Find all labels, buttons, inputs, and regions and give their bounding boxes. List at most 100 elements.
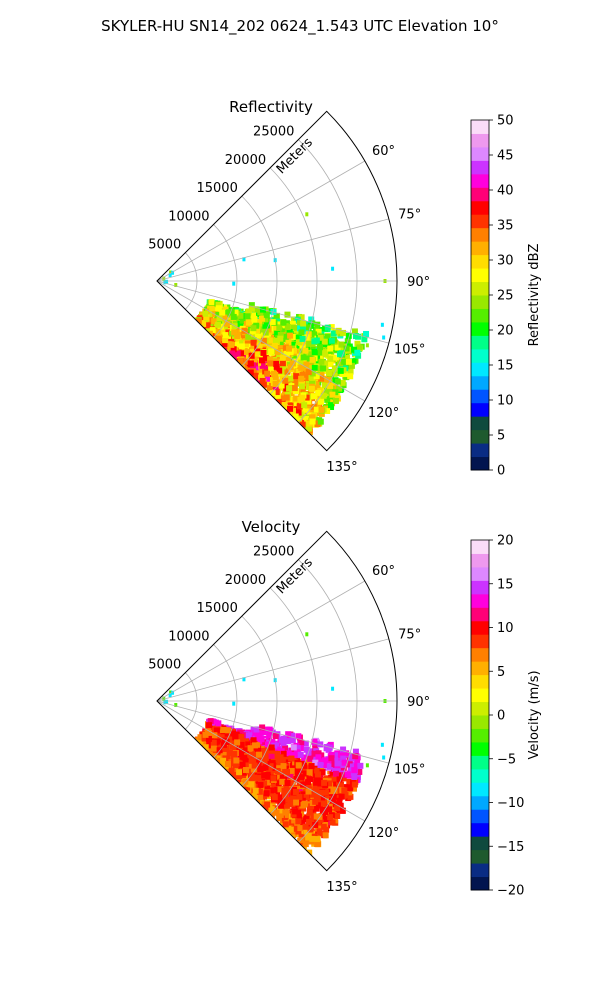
velocity-colorbar-segment: [471, 755, 489, 770]
reflectivity-colorbar-tick-label: 5: [497, 429, 505, 444]
reflectivity-colorbar-tick-label: 40: [497, 184, 514, 199]
reflectivity-angle-tick-label: 120°: [368, 406, 399, 421]
figure-suptitle: SKYLER-HU SN14_202 0624_1.543 UTC Elevat…: [101, 17, 499, 36]
reflectivity-colorbar-segment: [471, 429, 489, 444]
velocity-colorbar-segment: [471, 728, 489, 743]
velocity-radial-axis-label: Meters: [274, 555, 316, 597]
reflectivity-colorbar-segment: [471, 348, 489, 363]
velocity-colorbar-segment: [471, 580, 489, 595]
velocity-colorbar-segment: [471, 553, 489, 568]
reflectivity-colorbar-segment: [471, 389, 489, 404]
reflectivity-radial-tick-label: 5000: [148, 238, 181, 253]
velocity-angle-tick-label: 105°: [394, 763, 425, 778]
velocity-colorbar-segment: [471, 647, 489, 662]
reflectivity-colorbar-tick-label: 35: [497, 219, 514, 234]
reflectivity-colorbar-segment: [471, 120, 489, 134]
reflectivity-colorbar-tick-label: 10: [497, 394, 514, 409]
velocity-angle-tick-label: 90°: [407, 695, 430, 710]
reflectivity-colorbar-tick-label: 50: [497, 114, 514, 129]
reflectivity-radial-axis-label: Meters: [274, 135, 316, 177]
reflectivity-angle-tick-label: 90°: [407, 275, 430, 290]
velocity-grid-ray: [156, 580, 366, 702]
velocity-angle-tick-label: 60°: [372, 564, 395, 579]
velocity-angle-tick-label: 135°: [326, 880, 357, 895]
velocity-colorbar-segment: [471, 634, 489, 649]
reflectivity-colorbar-segment: [471, 214, 489, 229]
velocity-colorbar-tick-label: 10: [497, 621, 514, 636]
velocity-radial-tick-label: 10000: [168, 629, 209, 644]
velocity-colorbar-segment: [471, 809, 489, 824]
velocity-colorbar-segment: [471, 688, 489, 703]
velocity-colorbar-tick-label: −10: [497, 796, 524, 811]
reflectivity-colorbar-segment: [471, 443, 489, 458]
velocity-colorbar-segment: [471, 566, 489, 581]
velocity-radial-tick-label: 20000: [225, 573, 266, 588]
reflectivity-angle-tick-label: 105°: [394, 343, 425, 358]
velocity-grid-ray: [156, 700, 389, 764]
reflectivity-grid-ray: [156, 280, 366, 402]
reflectivity-colorbar-segment: [471, 146, 489, 161]
velocity-radial-tick-label: 25000: [253, 545, 294, 560]
reflectivity-radial-tick-label: 15000: [196, 181, 237, 196]
velocity-colorbar-segment: [471, 620, 489, 635]
reflectivity-colorbar-tick-label: 0: [497, 464, 505, 479]
reflectivity-radial-tick-label: 20000: [225, 153, 266, 168]
velocity-angle-tick-label: 75°: [398, 627, 421, 642]
velocity-colorbar-segment: [471, 836, 489, 851]
reflectivity-angle-tick-label: 135°: [326, 460, 357, 475]
reflectivity-colorbar: 0 5 10 15 20 25 30 35 40 45 50 Reflectivity dBZ: [470, 114, 542, 479]
velocity-colorbar-segment: [471, 782, 489, 797]
reflectivity-colorbar-tick-label: 25: [497, 289, 514, 304]
reflectivity-colorbar-segment: [471, 335, 489, 350]
reflectivity-colorbar-tick-label: 20: [497, 324, 514, 339]
reflectivity-colorbar-segment: [471, 241, 489, 256]
reflectivity-colorbar-segment: [471, 173, 489, 188]
reflectivity-grid-ray: [156, 160, 366, 282]
reflectivity-colorbar-tick-label: 30: [497, 254, 514, 269]
reflectivity-colorbar-segment: [471, 187, 489, 202]
velocity-colorbar-tick-label: 15: [497, 577, 514, 592]
reflectivity-colorbar-segment: [471, 200, 489, 215]
velocity-colorbar: −20 −15 −10 −5 0 5 10 15 20 Velocity (m/s): [470, 534, 542, 899]
reflectivity-colorbar-segment: [471, 375, 489, 390]
velocity-grid-ray: [156, 700, 366, 822]
velocity-angle-tick-label: 120°: [368, 826, 399, 841]
velocity-colorbar-segment: [471, 540, 489, 554]
reflectivity-echo-region: [194, 299, 370, 436]
reflectivity-colorbar-segment: [471, 321, 489, 336]
velocity-colorbar-segment: [471, 674, 489, 689]
reflectivity-angle-tick-label: 60°: [372, 144, 395, 159]
reflectivity-colorbar-segment: [471, 227, 489, 242]
reflectivity-colorbar-segment: [471, 308, 489, 323]
reflectivity-colorbar-segment: [471, 402, 489, 417]
velocity-colorbar-tick-label: 20: [497, 534, 514, 549]
velocity-grid: [156, 559, 397, 871]
reflectivity-colorbar-segment: [471, 362, 489, 377]
reflectivity-colorbar-tick-label: 15: [497, 359, 514, 374]
reflectivity-grid: [156, 139, 397, 451]
velocity-returns: [162, 632, 387, 856]
reflectivity-returns: [162, 212, 387, 436]
velocity-colorbar-tick-label: −15: [497, 840, 524, 855]
velocity-colorbar-tick-label: −20: [497, 884, 524, 899]
reflectivity-colorbar-segment: [471, 160, 489, 175]
reflectivity-radial-tick-label: 25000: [253, 125, 294, 140]
velocity-colorbar-segment: [471, 661, 489, 676]
velocity-echo-region: [194, 718, 364, 856]
velocity-colorbar-tick-label: −5: [497, 752, 516, 767]
reflectivity-colorbar-segment: [471, 456, 489, 471]
reflectivity-colorbar-segment: [471, 254, 489, 269]
reflectivity-radial-tick-label: 10000: [168, 209, 209, 224]
reflectivity-grid-ray: [156, 280, 389, 344]
velocity-colorbar-segment: [471, 593, 489, 608]
velocity-colorbar-segment: [471, 876, 489, 891]
velocity-colorbar-label: Velocity (m/s): [527, 670, 542, 759]
reflectivity-colorbar-segment: [471, 281, 489, 296]
reflectivity-grid-ray: [156, 218, 389, 282]
velocity-radial-tick-label: 15000: [196, 601, 237, 616]
reflectivity-panel: Reflectivity 5000 10000 15000 20000 25000Mete…: [148, 98, 542, 479]
reflectivity-colorbar-segment: [471, 295, 489, 309]
